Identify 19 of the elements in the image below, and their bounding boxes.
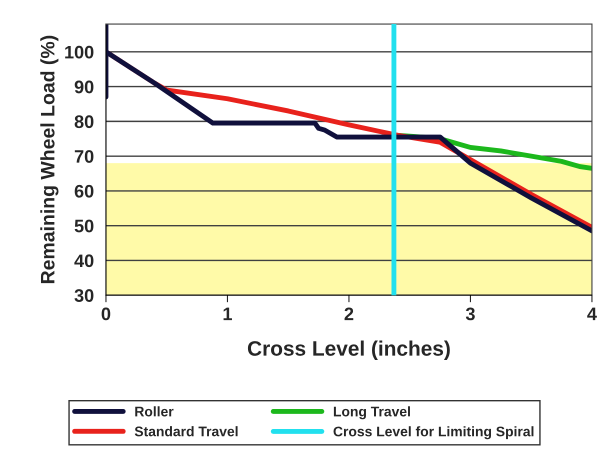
legend-label: Roller xyxy=(135,406,174,416)
x-tick-label: 1 xyxy=(224,308,232,320)
x-tick-label: 3 xyxy=(466,308,475,320)
x-axis-title: Cross Level (inches) xyxy=(248,340,450,360)
y-tick-label: 40 xyxy=(74,254,94,268)
y-tick-label: 30 xyxy=(74,289,94,302)
legend-label: Cross Level for Limiting Spiral xyxy=(334,426,534,440)
x-tick-label: 4 xyxy=(587,308,597,320)
legend-label: Long Travel xyxy=(334,406,410,420)
y-tick-label: 100 xyxy=(65,46,94,59)
y-tick-label: 80 xyxy=(74,115,94,128)
y-tick-label: 60 xyxy=(74,184,94,198)
x-tick-label: 0 xyxy=(102,308,110,320)
y-tick-label: 90 xyxy=(74,80,94,94)
x-tick-label: 2 xyxy=(344,308,354,320)
y-tick-label: 70 xyxy=(74,150,94,163)
y-tick-label: 50 xyxy=(74,220,94,232)
legend-label: Standard Travel xyxy=(134,426,238,436)
y-axis-title: Remaining Wheel Load (%) xyxy=(40,36,58,284)
